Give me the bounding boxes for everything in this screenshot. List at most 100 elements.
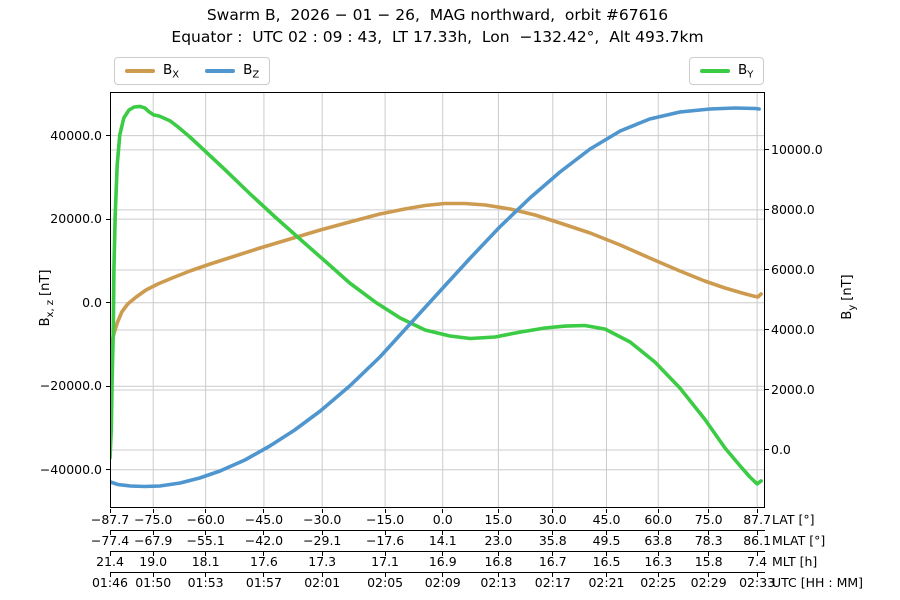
- xtick-mark-utc: [552, 572, 554, 577]
- legend-entry-by: BY: [700, 61, 754, 81]
- ytick-label-right: 0.0: [771, 441, 791, 457]
- ytick-mark-right: [765, 329, 769, 331]
- ytick-label-left: −20000.0: [39, 378, 102, 394]
- xtick-mark-utc: [109, 572, 111, 577]
- ytick-mark-right: [765, 209, 769, 211]
- xtick-mark-mlat: [657, 530, 659, 535]
- xtick-mark-mlat: [756, 530, 758, 535]
- xtick-label-utc: 01:53: [187, 575, 224, 590]
- xtick-mark-mlt: [109, 551, 111, 556]
- ytick-mark-right: [765, 449, 769, 451]
- xtick-mark-utc: [708, 572, 710, 577]
- xtick-mark-utc: [321, 572, 323, 577]
- xtick-label-mlt: 17.3: [308, 554, 337, 569]
- xtick-mark-mlat: [384, 530, 386, 535]
- xtick-label-mlat: 63.8: [644, 533, 673, 548]
- xtick-mark-lat: [263, 509, 265, 513]
- xtick-label-mlt: 7.4: [747, 554, 768, 569]
- xtick-label-mlt: 19.0: [139, 554, 168, 569]
- x-axis-row-label-mlt: MLT [h]: [772, 554, 818, 569]
- xtick-label-lat: −75.0: [134, 512, 173, 527]
- xtick-label-utc: 02:09: [424, 575, 461, 590]
- xtick-mark-lat: [708, 509, 710, 513]
- xtick-label-utc: 02:05: [367, 575, 404, 590]
- xtick-mark-mlt: [552, 551, 554, 556]
- xtick-mark-lat: [384, 509, 386, 513]
- xtick-mark-mlat: [497, 530, 499, 535]
- legend-left: BX BZ: [114, 57, 271, 85]
- x-axis-row-label-lat: LAT [°]: [772, 512, 815, 527]
- xtick-label-mlat: −29.1: [303, 533, 342, 548]
- xtick-label-utc: 02:13: [480, 575, 517, 590]
- xtick-mark-mlat: [205, 530, 207, 535]
- xtick-mark-utc: [756, 572, 758, 577]
- xtick-mark-lat: [497, 509, 499, 513]
- xtick-label-mlat: 78.3: [694, 533, 723, 548]
- xtick-label-mlt: 17.6: [250, 554, 278, 569]
- ytick-label-right: 4000.0: [771, 321, 815, 337]
- ytick-mark-right: [765, 149, 769, 151]
- xtick-mark-mlat: [152, 530, 154, 535]
- xtick-mark-lat: [321, 509, 323, 513]
- xtick-label-lat: 15.0: [484, 512, 513, 527]
- x-axis-spine-utc: [110, 571, 765, 573]
- xtick-mark-mlat: [605, 530, 607, 535]
- legend-label-bx: BX: [163, 61, 180, 81]
- xtick-mark-utc: [263, 572, 265, 577]
- xtick-label-mlat: 35.8: [538, 533, 567, 548]
- xtick-mark-mlt: [605, 551, 607, 556]
- xtick-label-utc: 02:21: [588, 575, 625, 590]
- xtick-label-lat: −60.0: [186, 512, 225, 527]
- bx-curve: [110, 201, 763, 355]
- bx-line-swatch: [125, 69, 155, 73]
- legend-label-by: BY: [738, 61, 754, 81]
- xtick-label-mlat: −77.4: [90, 533, 130, 548]
- by-curve: [110, 104, 763, 486]
- ytick-label-left: −40000.0: [39, 461, 102, 477]
- xtick-mark-mlt: [321, 551, 323, 556]
- xtick-mark-lat: [657, 509, 659, 513]
- legend-right: BY: [689, 57, 765, 85]
- xtick-label-mlt: 16.5: [592, 554, 621, 569]
- figure-title: Swarm B, 2026 − 01 − 26, MAG northward, …: [206, 6, 669, 24]
- xtick-mark-utc: [442, 572, 444, 577]
- xtick-mark-lat: [109, 509, 111, 513]
- xtick-mark-mlt: [497, 551, 499, 556]
- xtick-label-utc: 01:50: [135, 575, 172, 590]
- xtick-mark-utc: [657, 572, 659, 577]
- ytick-label-right: 8000.0: [771, 201, 815, 217]
- xtick-mark-mlt: [442, 551, 444, 556]
- xtick-mark-mlat: [552, 530, 554, 535]
- xtick-mark-utc: [605, 572, 607, 577]
- xtick-mark-mlat: [263, 530, 265, 535]
- ytick-label-right: 6000.0: [771, 261, 815, 277]
- legend-label-bz: BZ: [243, 61, 260, 81]
- xtick-label-utc: 02:01: [304, 575, 341, 590]
- xtick-label-utc: 02:25: [640, 575, 677, 590]
- y-axis-label-right: By[nT]: [840, 274, 858, 320]
- xtick-label-mlt: 16.8: [484, 554, 513, 569]
- ytick-mark-left: [106, 302, 110, 304]
- ytick-mark-left: [106, 385, 110, 387]
- xtick-label-lat: 0.0: [432, 512, 453, 527]
- ytick-label-left: 0.0: [82, 294, 102, 310]
- xtick-mark-mlt: [205, 551, 207, 556]
- xtick-label-lat: 60.0: [644, 512, 673, 527]
- bz-curve: [110, 106, 761, 489]
- xtick-mark-mlt: [152, 551, 154, 556]
- figure-subtitle: Equator : UTC 02 : 09 : 43, LT 17.33h, L…: [171, 28, 704, 46]
- bz-line-swatch: [205, 69, 236, 73]
- xtick-mark-lat: [552, 509, 554, 513]
- xtick-label-lat: −45.0: [244, 512, 284, 527]
- xtick-mark-mlt: [263, 551, 265, 556]
- ytick-mark-right: [765, 389, 769, 391]
- xtick-label-mlt: 21.4: [96, 554, 124, 569]
- ytick-label-left: 20000.0: [50, 211, 102, 227]
- xtick-mark-mlt: [756, 551, 758, 556]
- xtick-mark-lat: [756, 509, 758, 513]
- xtick-mark-utc: [384, 572, 386, 577]
- xtick-label-lat: −15.0: [365, 512, 405, 527]
- ytick-mark-left: [106, 135, 110, 137]
- xtick-label-mlat: −67.9: [134, 533, 173, 548]
- xtick-label-mlat: 86.1: [743, 533, 772, 548]
